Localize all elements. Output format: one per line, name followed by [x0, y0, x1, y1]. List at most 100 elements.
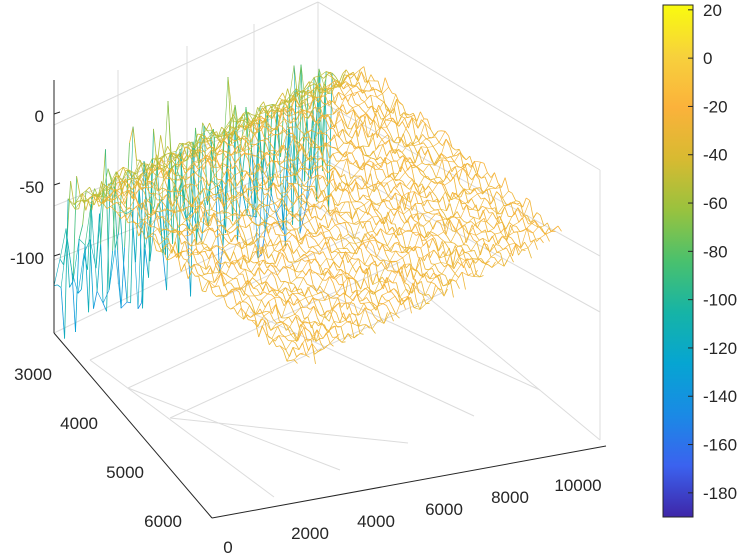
- mesh-segment: [256, 209, 261, 218]
- mesh-segment: [302, 168, 309, 171]
- mesh-segment: [321, 322, 329, 333]
- mesh-segment: [459, 257, 467, 262]
- mesh-segment: [315, 272, 322, 276]
- mesh-segment: [263, 156, 271, 188]
- mesh-segment: [396, 237, 401, 246]
- mesh-segment: [282, 127, 290, 231]
- mesh-segment: [273, 240, 281, 251]
- mesh-segment: [218, 185, 224, 192]
- mesh-segment: [497, 258, 502, 264]
- mesh-segment: [300, 200, 308, 206]
- mesh-segment: [243, 232, 248, 245]
- mesh-segment: [243, 120, 251, 127]
- mesh-segment: [120, 181, 125, 197]
- mesh-segment: [120, 301, 128, 309]
- mesh-segment: [324, 83, 329, 94]
- mesh-segment: [194, 263, 201, 266]
- mesh-segment: [393, 186, 399, 192]
- mesh-segment: [359, 118, 364, 125]
- mesh-segment: [205, 209, 212, 211]
- mesh-segment: [437, 209, 442, 217]
- mesh-segment: [346, 266, 353, 279]
- mesh-segment: [383, 259, 390, 262]
- mesh-segment: [296, 173, 301, 180]
- mesh-segment: [177, 230, 182, 245]
- mesh-segment: [380, 126, 385, 131]
- mesh-segment: [283, 167, 290, 171]
- mesh-segment: [340, 108, 347, 115]
- mesh-segment: [368, 213, 373, 218]
- mesh-segment: [316, 329, 324, 339]
- mesh-segment: [358, 324, 363, 327]
- mesh-segment: [251, 221, 259, 227]
- mesh-segment: [216, 188, 221, 195]
- mesh-segment: [193, 159, 200, 163]
- mesh-segment: [442, 219, 447, 235]
- mesh-segment: [519, 228, 527, 232]
- mesh-segment: [305, 213, 310, 222]
- mesh-segment: [261, 299, 266, 308]
- mesh-segment: [175, 143, 180, 152]
- mesh-segment: [318, 299, 323, 308]
- mesh-segment: [369, 302, 377, 311]
- mesh-segment: [125, 178, 132, 181]
- mesh-segment: [394, 182, 401, 188]
- mesh-segment: [391, 291, 396, 297]
- mesh-segment: [193, 231, 198, 245]
- mesh-segment: [260, 126, 267, 128]
- mesh-segment: [464, 225, 470, 235]
- mesh-segment: [386, 261, 392, 269]
- mesh-segment: [392, 269, 400, 284]
- mesh-segment: [362, 187, 369, 190]
- mesh-segment: [140, 187, 147, 189]
- mesh-segment: [211, 149, 218, 156]
- mesh-segment: [341, 341, 346, 343]
- mesh-segment: [302, 110, 309, 119]
- mesh-segment: [243, 254, 249, 268]
- mesh-segment: [196, 177, 203, 187]
- mesh-segment: [494, 207, 500, 224]
- mesh-segment: [292, 347, 297, 357]
- mesh-segment: [357, 89, 364, 93]
- mesh-segment: [358, 101, 365, 106]
- mesh-segment: [254, 294, 261, 297]
- mesh-segment: [198, 220, 203, 234]
- mesh-segment: [136, 174, 142, 183]
- mesh-segment: [427, 199, 434, 202]
- mesh-segment: [237, 214, 244, 217]
- mesh-segment: [165, 169, 170, 256]
- mesh-segment: [223, 295, 228, 307]
- mesh-segment: [489, 243, 494, 253]
- mesh-segment: [356, 85, 363, 94]
- mesh-segment: [386, 127, 391, 135]
- mesh-segment: [237, 145, 244, 152]
- mesh-segment: [372, 104, 379, 122]
- mesh-segment: [314, 163, 319, 169]
- mesh-segment: [304, 339, 309, 351]
- mesh-segment: [164, 238, 169, 240]
- mesh-segment: [324, 140, 331, 147]
- mesh-segment: [299, 234, 306, 246]
- mesh-segment: [232, 158, 239, 169]
- mesh-segment: [244, 209, 252, 221]
- mesh-segment: [328, 268, 333, 278]
- mesh-segment: [286, 169, 292, 177]
- mesh-segment: [214, 224, 222, 233]
- mesh-segment: [449, 203, 454, 217]
- mesh-segment: [369, 88, 376, 92]
- mesh-segment: [308, 321, 315, 324]
- mesh-segment: [267, 288, 274, 295]
- mesh-segment: [109, 196, 114, 205]
- mesh-segment: [430, 220, 437, 232]
- mesh-segment: [163, 168, 170, 178]
- mesh-segment: [398, 223, 405, 236]
- mesh-segment: [266, 311, 270, 313]
- mesh-segment: [384, 129, 389, 136]
- mesh-segment: [184, 241, 189, 256]
- mesh-segment: [271, 326, 279, 339]
- mesh-segment: [342, 74, 349, 85]
- mesh-segment: [312, 297, 317, 308]
- mesh-segment: [385, 216, 392, 225]
- mesh-segment: [255, 280, 260, 285]
